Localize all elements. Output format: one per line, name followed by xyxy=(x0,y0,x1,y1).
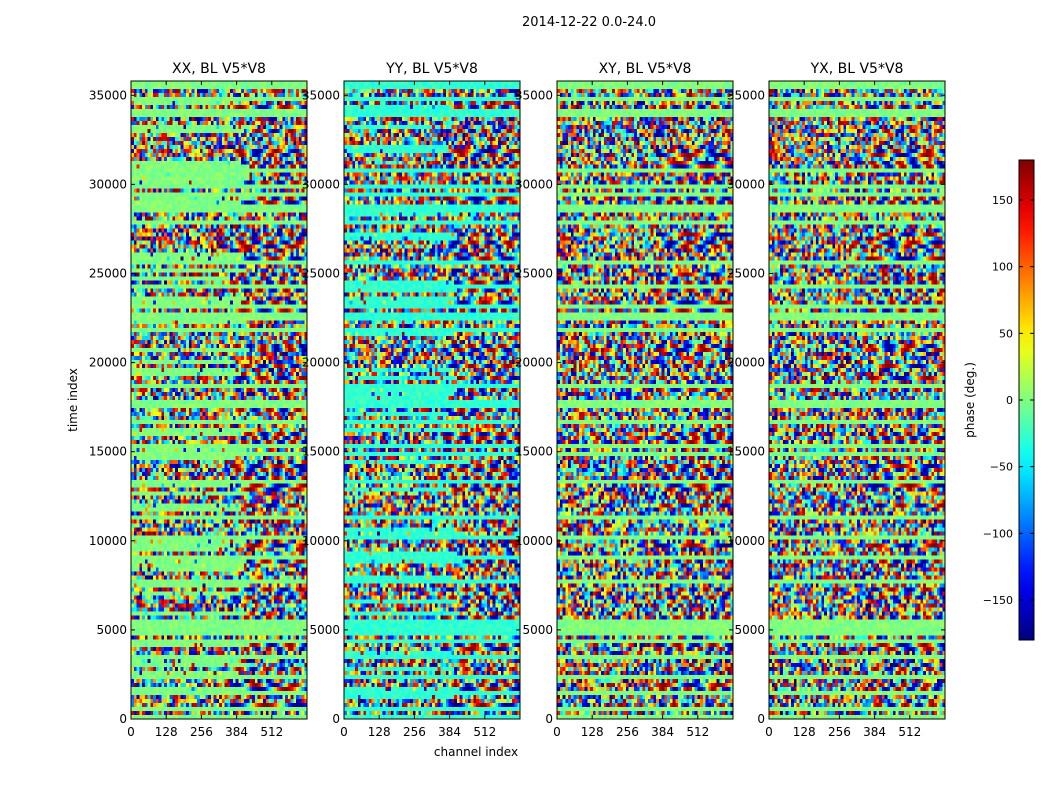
y-tick-label: 0 xyxy=(545,712,553,726)
panel-title: XY, BL V5*V8 xyxy=(599,61,692,77)
y-tick-label: 20000 xyxy=(727,356,765,370)
axes-frame xyxy=(130,80,308,720)
x-tick-label: 512 xyxy=(473,725,496,739)
y-tick-label: 0 xyxy=(119,712,127,726)
y-tick-label: 10000 xyxy=(302,534,340,548)
y-tick-label: 10000 xyxy=(515,534,553,548)
panel-1: YY, BL V5*V8 0 128 256 384 512 0 5000 10000 15000… xyxy=(302,61,521,739)
phase-heatmap xyxy=(557,81,733,719)
colorbar-label: phase (deg.) xyxy=(963,362,977,438)
phase-heatmap xyxy=(344,81,520,719)
y-tick-label: 0 xyxy=(332,712,340,726)
x-tick-label: 512 xyxy=(686,725,709,739)
y-tick-label: 15000 xyxy=(302,445,340,459)
y-tick-label: 5000 xyxy=(96,623,127,637)
y-tick-label: 10000 xyxy=(727,534,765,548)
y-tick-label: 15000 xyxy=(89,445,127,459)
x-tick-label: 256 xyxy=(403,725,426,739)
figure-suptitle: 2014-12-22 0.0-24.0 xyxy=(522,15,656,30)
x-tick-label: 256 xyxy=(828,725,851,739)
colorbar: −150 −100 −50 0 50 100 150 xyxy=(983,159,1035,641)
x-tick-label: 384 xyxy=(651,725,674,739)
x-tick-label: 128 xyxy=(581,725,604,739)
y-tick-label: 15000 xyxy=(515,445,553,459)
phase-heatmap xyxy=(131,81,307,719)
y-tick-label: 25000 xyxy=(302,266,340,280)
y-tick-label: 20000 xyxy=(515,356,553,370)
phase-heatmap xyxy=(769,81,945,719)
panel-title: YX, BL V5*V8 xyxy=(810,61,904,77)
x-tick-label: 0 xyxy=(765,725,773,739)
y-tick-label: 35000 xyxy=(89,88,127,102)
panel-title: YY, BL V5*V8 xyxy=(385,61,478,77)
x-tick-label: 512 xyxy=(898,725,921,739)
axes-frame xyxy=(768,80,946,720)
colorbar-tick-label: 0 xyxy=(1006,394,1013,407)
panel-2: XY, BL V5*V8 0 128 256 384 512 0 5000 10000 15000… xyxy=(515,61,734,739)
axes-frame xyxy=(556,80,734,720)
y-tick-label: 35000 xyxy=(727,88,765,102)
y-tick-label: 25000 xyxy=(515,266,553,280)
y-tick-label: 25000 xyxy=(727,266,765,280)
y-tick-label: 10000 xyxy=(89,534,127,548)
y-axis-label: time index xyxy=(66,368,80,432)
x-tick-label: 256 xyxy=(190,725,213,739)
colorbar-tick-label: −50 xyxy=(990,461,1013,474)
x-tick-label: 384 xyxy=(225,725,248,739)
colorbar-tick-label: 150 xyxy=(992,194,1013,207)
y-tick-label: 5000 xyxy=(309,623,340,637)
x-tick-label: 384 xyxy=(438,725,461,739)
x-axis-label: channel index xyxy=(434,745,518,759)
x-tick-label: 128 xyxy=(368,725,391,739)
y-tick-label: 0 xyxy=(757,712,765,726)
panels: XX, BL V5*V8 0 128 256 384 512 0 5000 10000 15000… xyxy=(89,61,946,739)
panel-0: XX, BL V5*V8 0 128 256 384 512 0 5000 10000 15000… xyxy=(89,61,308,739)
colorbar-tick-label: −150 xyxy=(983,594,1013,607)
y-tick-label: 35000 xyxy=(515,88,553,102)
y-tick-label: 5000 xyxy=(734,623,765,637)
x-tick-label: 512 xyxy=(260,725,283,739)
y-tick-label: 30000 xyxy=(89,177,127,191)
colorbar-tick-label: 50 xyxy=(999,327,1013,340)
x-tick-label: 0 xyxy=(340,725,348,739)
y-tick-label: 30000 xyxy=(727,177,765,191)
panel-3: YX, BL V5*V8 0 128 256 384 512 0 5000 10000 15000… xyxy=(727,61,946,739)
x-tick-label: 0 xyxy=(553,725,561,739)
x-tick-label: 256 xyxy=(616,725,639,739)
x-tick-label: 128 xyxy=(155,725,178,739)
y-tick-label: 35000 xyxy=(302,88,340,102)
x-tick-label: 128 xyxy=(793,725,816,739)
y-tick-label: 30000 xyxy=(302,177,340,191)
colorbar-tick-label: 100 xyxy=(992,261,1013,274)
y-tick-label: 20000 xyxy=(89,356,127,370)
colorbar-tick-label: −100 xyxy=(983,527,1013,540)
y-tick-label: 25000 xyxy=(89,266,127,280)
x-tick-label: 384 xyxy=(863,725,886,739)
y-tick-label: 15000 xyxy=(727,445,765,459)
y-tick-label: 30000 xyxy=(515,177,553,191)
panel-title: XX, BL V5*V8 xyxy=(172,61,266,77)
axes-frame xyxy=(343,80,521,720)
y-tick-label: 5000 xyxy=(522,623,553,637)
x-tick-label: 0 xyxy=(127,725,135,739)
y-tick-label: 20000 xyxy=(302,356,340,370)
